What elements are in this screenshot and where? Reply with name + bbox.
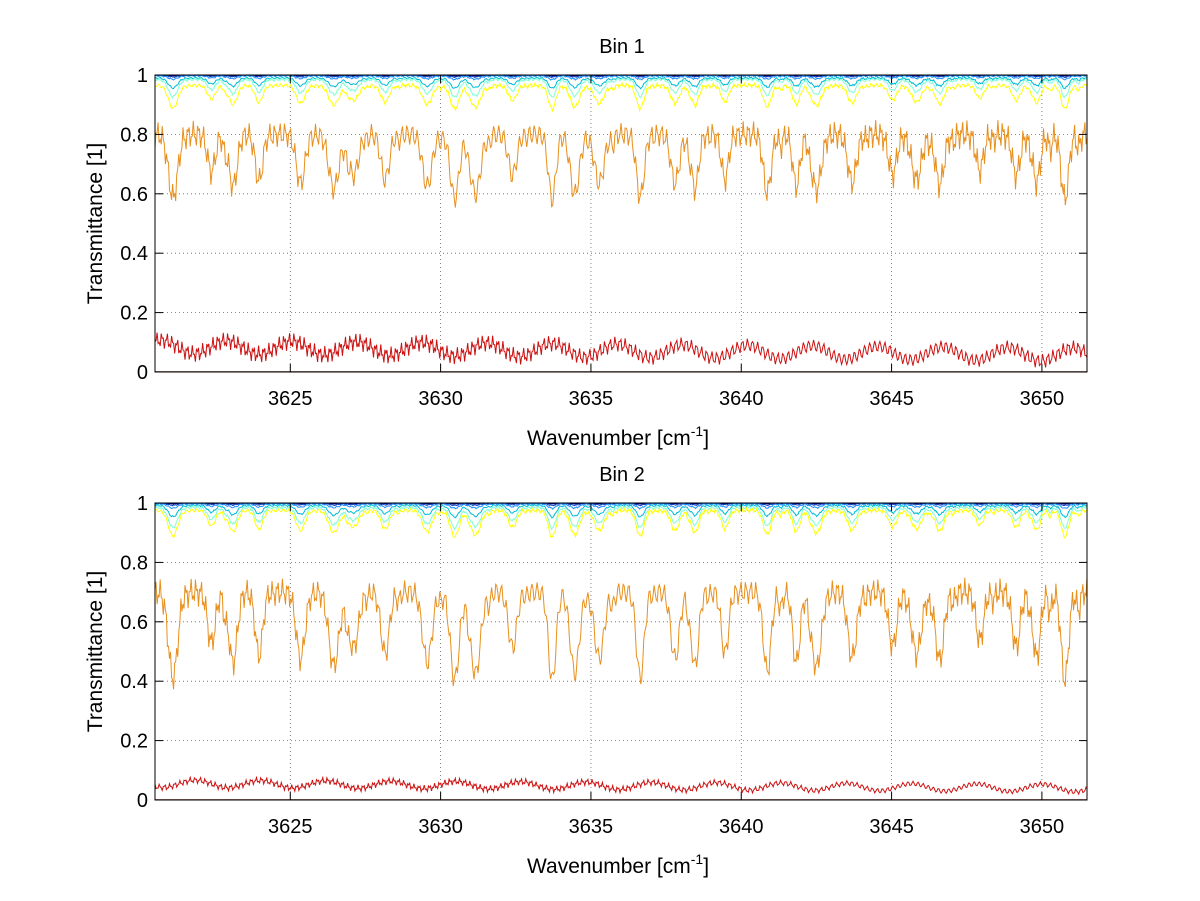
chart-title: Bin 2 bbox=[599, 464, 645, 486]
x-axis-label-main: Wavenumber [cm bbox=[527, 427, 691, 450]
chart-panel-1: 3625 3630 3635 3640 3645 3650 0 0.2 0.4 0.6 0.8 1 Bi… bbox=[84, 36, 1088, 450]
series-line-level-8 bbox=[154, 775, 1088, 796]
x-axis-label-end: ] bbox=[703, 427, 709, 450]
y-tick-label: 1 bbox=[137, 493, 148, 515]
y-tick-label: 0 bbox=[137, 362, 148, 384]
y-tick-label: 1 bbox=[137, 65, 148, 87]
x-tick-label: 3645 bbox=[869, 816, 914, 838]
axes-box bbox=[154, 502, 1088, 801]
x-tick-label: 3635 bbox=[569, 816, 614, 838]
x-tick-label: 3625 bbox=[268, 388, 313, 410]
x-axis-label-sup: -1 bbox=[691, 423, 704, 439]
y-tick-label: 0.2 bbox=[120, 731, 148, 753]
chart-title: Bin 1 bbox=[599, 36, 645, 58]
chart-panel-2: 3625 3630 3635 3640 3645 3650 0 0.2 0.4 0.6 0.8 1 Bi… bbox=[84, 464, 1088, 878]
x-axis-label-main: Wavenumber [cm bbox=[527, 855, 691, 878]
x-tick-label: 3640 bbox=[719, 816, 764, 838]
x-tick-label: 3650 bbox=[1020, 816, 1065, 838]
x-tick-label: 3630 bbox=[418, 816, 463, 838]
series-line-level-7 bbox=[154, 120, 1088, 208]
y-tick-label: 0.8 bbox=[120, 124, 148, 146]
x-axis-label-sup: -1 bbox=[691, 851, 704, 867]
y-tick-label: 0 bbox=[137, 790, 148, 812]
series-line-level-4 bbox=[154, 503, 1088, 519]
y-tick-label: 0.6 bbox=[120, 184, 148, 206]
x-tick-label: 3650 bbox=[1020, 388, 1065, 410]
y-axis-label: Transmittance [1] bbox=[84, 143, 107, 304]
x-tick-label: 3640 bbox=[719, 388, 764, 410]
y-axis-label: Transmittance [1] bbox=[84, 571, 107, 732]
x-tick-label: 3630 bbox=[418, 388, 463, 410]
series-line-level-4 bbox=[154, 75, 1088, 90]
series-line-level-7 bbox=[154, 577, 1088, 690]
axes-box bbox=[154, 74, 1088, 373]
plot-area bbox=[155, 75, 1087, 372]
x-tick-label: 3635 bbox=[569, 388, 614, 410]
y-tick-label: 0.8 bbox=[120, 552, 148, 574]
y-tick-label: 0.6 bbox=[120, 612, 148, 634]
x-axis-label: Wavenumber [cm-1] bbox=[527, 423, 709, 450]
series-line-level-5 bbox=[154, 77, 1088, 99]
plot-area bbox=[155, 503, 1087, 800]
x-tick-label: 3645 bbox=[869, 388, 914, 410]
x-tick-label: 3625 bbox=[268, 816, 313, 838]
series-line-level-8 bbox=[154, 332, 1088, 368]
x-axis-label-end: ] bbox=[703, 855, 709, 878]
y-tick-label: 0.4 bbox=[120, 243, 148, 265]
series-line-level-5 bbox=[155, 505, 1088, 531]
y-tick-label: 0.4 bbox=[120, 671, 148, 693]
y-tick-label: 0.2 bbox=[120, 303, 148, 325]
series-line-level-3 bbox=[154, 74, 1088, 81]
x-axis-label: Wavenumber [cm-1] bbox=[527, 851, 709, 878]
series-line-level-6 bbox=[154, 81, 1088, 113]
series-line-level-6 bbox=[154, 506, 1088, 539]
